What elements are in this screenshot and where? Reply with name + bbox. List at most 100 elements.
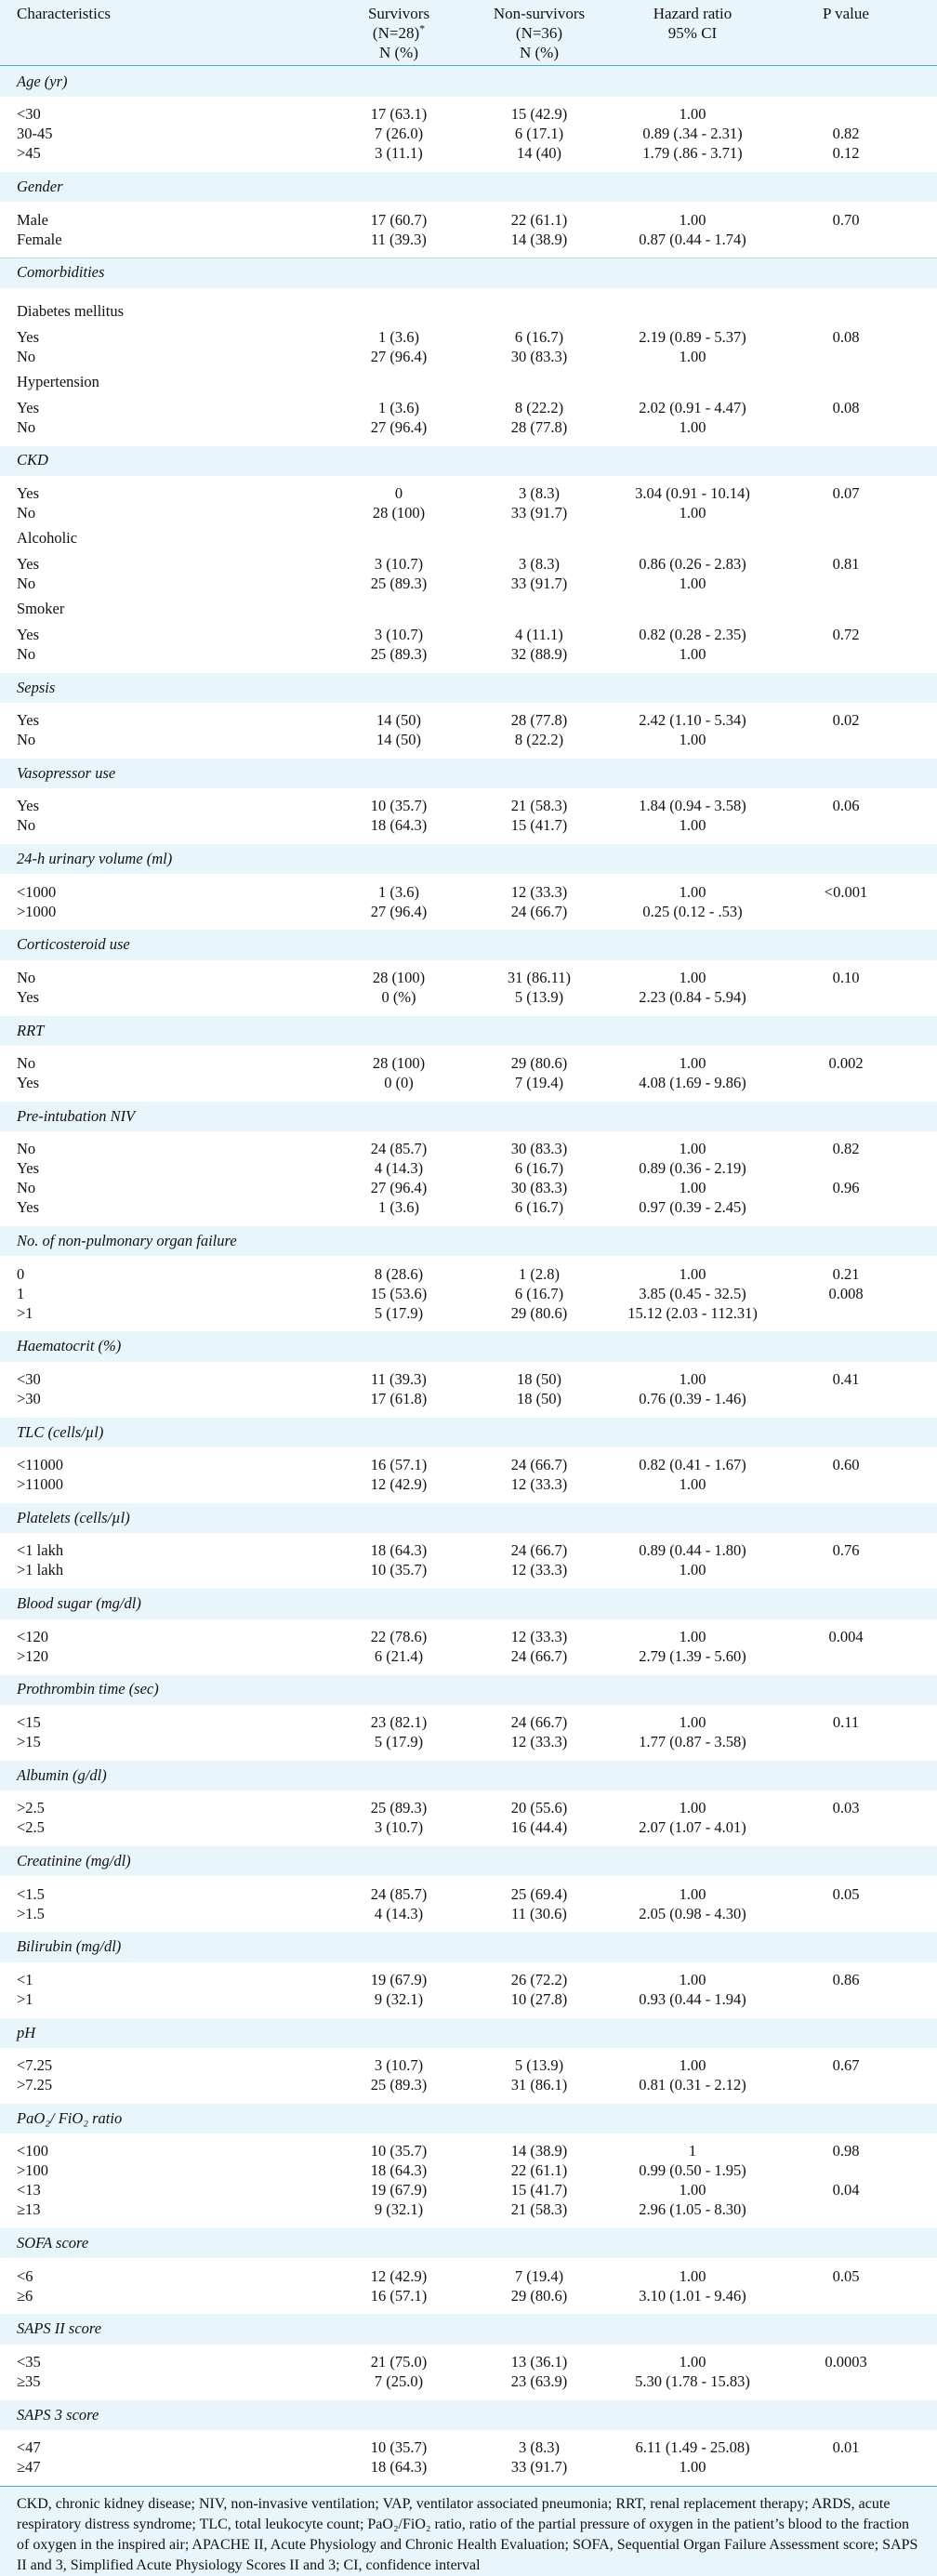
section-header: Blood sugar (mg/dl) (0, 1589, 937, 1620)
row-label: No (17, 644, 36, 663)
survivors-value: 19 (67.9) (370, 1970, 428, 1988)
hazard-ratio-value: 2.79 (1.39 - 5.60) (639, 1646, 746, 1665)
hazard-ratio-value: 1.00 (679, 1713, 706, 1732)
section-body: <120 22 (78.6) 12 (33.3) 1.00 0.004 >120 6 (21… (0, 1618, 937, 1676)
hazard-ratio-value: 1.00 (679, 210, 706, 229)
section-title: Haematocrit (%) (17, 1337, 122, 1355)
non-survivors-value: 10 (27.8) (510, 1989, 568, 2008)
hazard-ratio-value: 1.00 (679, 816, 706, 835)
survivors-value: 28 (100) (372, 1054, 426, 1073)
section-title: Albumin (g/dl) (17, 1765, 107, 1784)
hazard-ratio-value: 1.00 (679, 2266, 706, 2285)
row-label: Yes (17, 711, 40, 730)
survivors-value: 1 (3.6) (378, 327, 419, 346)
survivors-value: 17 (60.7) (370, 210, 428, 229)
survivors-value: 7 (25.0) (374, 2371, 424, 2390)
section-body: <1 lakh 18 (64.3) 24 (66.7) 0.89 (0.44 - 1.… (0, 1533, 937, 1591)
section-body: <30 17 (63.1) 15 (42.9) 1.00 30-45 7 (26.0) 6 … (0, 97, 937, 174)
non-survivors-value: 11 (30.6) (511, 1904, 567, 1922)
row-label: No (17, 1140, 36, 1158)
non-survivors-value: 16 (44.4) (510, 1818, 568, 1837)
survivors-value: 25 (89.3) (370, 574, 428, 592)
row-label: <1.5 (17, 1884, 45, 1903)
row-label: >11000 (17, 1475, 63, 1494)
non-survivors-value: 24 (66.7) (510, 1541, 568, 1560)
p-value: 0.08 (832, 327, 860, 346)
row-label: >1 lakh (17, 1561, 64, 1579)
section-body: <100 10 (35.7) 14 (38.9) 1 0.98 >100 18 (64.3)… (0, 2133, 937, 2230)
hazard-ratio-value: 4.08 (1.69 - 9.86) (639, 1074, 746, 1092)
header-non-survivors-unit: N (%) (519, 44, 559, 61)
row-label: Yes (17, 484, 40, 503)
section-title: No. of non-pulmonary organ failure (17, 1232, 237, 1250)
section-body: 0 8 (28.6) 1 (2.8) 1.00 0.21 1 15 (53.6) 6 (16.… (0, 1256, 937, 1333)
non-survivors-value: 33 (91.7) (510, 2458, 568, 2477)
non-survivors-value: 24 (66.7) (510, 1713, 568, 1732)
non-survivors-value: 24 (66.7) (510, 1646, 568, 1665)
section-body: <1000 1 (3.6) 12 (33.3) 1.00 <0.001 >1000 27 (… (0, 874, 937, 931)
survivors-value: 19 (67.9) (370, 2181, 428, 2200)
non-survivors-value: 1 (2.8) (519, 1264, 560, 1283)
p-value: 0.05 (832, 2266, 860, 2285)
row-label: >30 (17, 1389, 41, 1407)
p-value: 0.008 (828, 1284, 864, 1302)
section-body: >2.5 25 (89.3) 20 (55.6) 1.00 0.03 <2.5 3 (10.… (0, 1790, 937, 1848)
non-survivors-value: 8 (22.2) (514, 398, 564, 416)
row-label: Female (17, 230, 62, 248)
subgroup-label: Alcoholic (17, 528, 78, 547)
header-survivors-mark: * (419, 21, 426, 35)
p-value: 0.10 (832, 968, 860, 986)
section-header: Pre-intubation NIV (0, 1102, 937, 1133)
row-label: ≥35 (17, 2371, 41, 2390)
row-label: ≥13 (17, 2200, 41, 2219)
row-label: No (17, 968, 36, 986)
survivors-value: 3 (10.7) (374, 625, 424, 643)
header-hazard-ci: 95% CI (667, 24, 718, 42)
hazard-ratio-value: 1.00 (679, 1970, 706, 1988)
survivors-value: 11 (39.3) (371, 1369, 427, 1388)
non-survivors-value: 26 (72.2) (510, 1970, 568, 1988)
row-label: No (17, 574, 36, 592)
p-value: 0.86 (832, 1970, 860, 1988)
section-title: CKD (17, 451, 48, 469)
survivors-value: 14 (50) (376, 711, 422, 730)
hazard-ratio-value: 1.00 (679, 1179, 706, 1197)
non-survivors-value: 12 (33.3) (510, 882, 568, 901)
section-body: Male 17 (60.7) 22 (61.1) 1.00 0.70 Female 11 (… (0, 202, 937, 259)
section-body: Yes 10 (35.7) 21 (58.3) 1.84 (0.94 - 3.58) 0… (0, 788, 937, 846)
row-label: Yes (17, 398, 40, 416)
survivors-value: 28 (100) (372, 504, 426, 522)
section-header: Vasopressor use (0, 758, 937, 790)
survivors-value: 18 (64.3) (370, 2458, 428, 2477)
non-survivors-value: 15 (41.7) (510, 2181, 568, 2200)
row-label: No (17, 417, 36, 436)
non-survivors-value: 22 (61.1) (510, 2161, 568, 2180)
survivors-value: 12 (42.9) (370, 2266, 428, 2285)
survivors-value: 18 (64.3) (370, 2161, 428, 2180)
non-survivors-value: 29 (80.6) (510, 2286, 568, 2305)
table-header: Characteristics Survivors (N=28)* N (%) … (0, 0, 937, 66)
hazard-ratio-value: 1.77 (0.87 - 3.58) (639, 1732, 746, 1750)
non-survivors-value: 6 (17.1) (514, 125, 564, 143)
hazard-ratio-value: 0.89 (0.36 - 2.19) (639, 1159, 746, 1178)
section-header: Platelets (cells/µl) (0, 1503, 937, 1535)
non-survivors-value: 29 (80.6) (510, 1303, 568, 1322)
hazard-ratio-value: 2.42 (1.10 - 5.34) (639, 711, 746, 730)
row-label: No (17, 1179, 36, 1197)
p-value: 0.12 (832, 144, 860, 163)
section-body: <30 11 (39.3) 18 (50) 1.00 0.41 >30 17 (61.8) 1… (0, 1361, 937, 1419)
non-survivors-value: 6 (16.7) (514, 1159, 564, 1178)
row-label: 30-45 (17, 125, 53, 143)
hazard-ratio-value: 0.93 (0.44 - 1.94) (639, 1989, 746, 2008)
section-header: SOFA score (0, 2228, 937, 2260)
section-body: <15 23 (82.1) 24 (66.7) 1.00 0.11 >15 5 (17.9)… (0, 1704, 937, 1762)
hazard-ratio-value: 0.82 (0.41 - 1.67) (639, 1456, 746, 1474)
p-value: 0.21 (832, 1264, 860, 1283)
hazard-ratio-value: 2.02 (0.91 - 4.47) (639, 398, 746, 416)
section-header: Comorbidities (0, 258, 937, 289)
p-value: 0.81 (832, 554, 860, 573)
survivors-value: 18 (64.3) (370, 1541, 428, 1560)
hazard-ratio-value: 1.00 (679, 417, 706, 436)
non-survivors-value: 12 (33.3) (510, 1561, 568, 1579)
row-label: >15 (17, 1732, 41, 1750)
